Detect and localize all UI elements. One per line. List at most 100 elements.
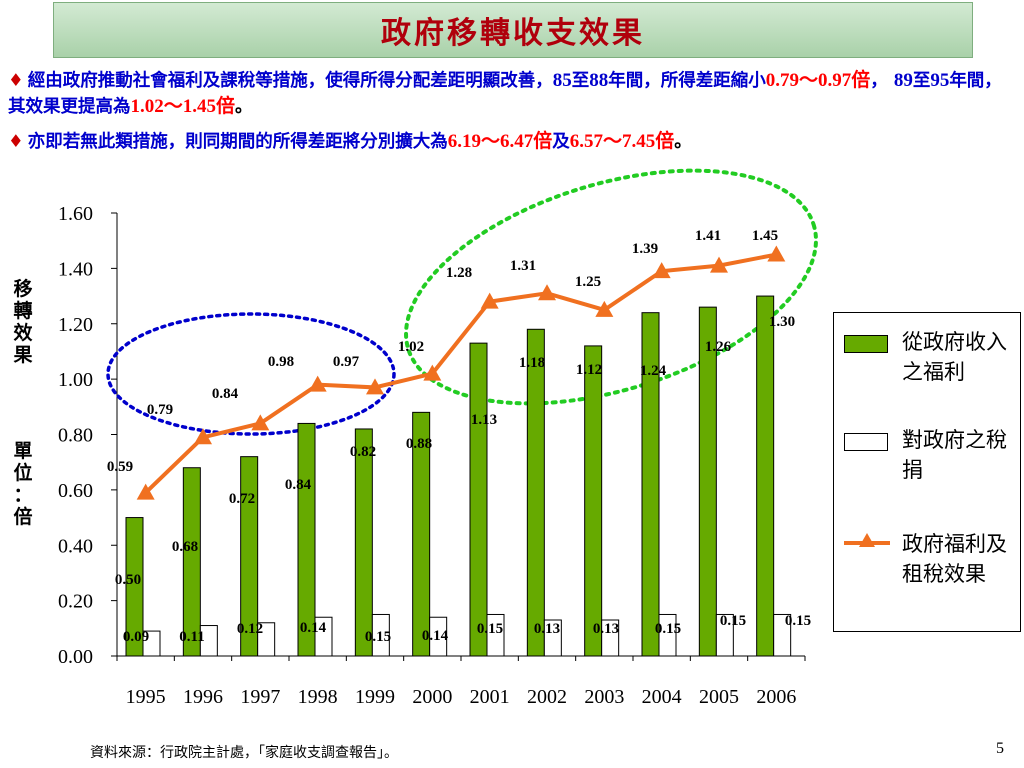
data-label-welfare: 1.13 <box>471 412 497 428</box>
data-label-welfare: 1.12 <box>576 362 602 378</box>
data-label-tax: 0.14 <box>422 628 449 644</box>
bullet-2-end: 。 <box>674 132 692 152</box>
data-label-tax: 0.14 <box>300 620 327 636</box>
bar-tax <box>715 613 734 657</box>
y-axis-label-top: 移 轉 效 果 <box>10 278 36 366</box>
x-tick-label: 1998 <box>298 686 338 708</box>
data-label-tax: 0.15 <box>655 621 681 637</box>
source-note: 資料來源：行政院主計處，「家庭收支調查報告」。 <box>90 745 398 761</box>
data-label-tax: 0.15 <box>365 629 391 645</box>
bar-welfare <box>641 312 660 657</box>
bullet-2-range-2: 6.57～7.45倍 <box>569 131 675 152</box>
bullet-1-text-2: 年間，所得差距縮小 <box>608 71 766 91</box>
legend-label: 對政府之稅捐 <box>902 428 1007 482</box>
bar-welfare <box>756 295 775 657</box>
x-tick-label: 2005 <box>699 686 739 708</box>
data-label-welfare: 1.26 <box>705 339 732 355</box>
bar-tax <box>199 625 218 657</box>
bar-tax <box>773 613 792 657</box>
y-tick-label: 1.20 <box>58 314 93 336</box>
y-axis-label-char: 位 <box>13 462 33 484</box>
x-tick-label: 2006 <box>756 686 796 708</box>
bar-tax <box>257 622 276 657</box>
data-label-effect: 1.02 <box>398 339 424 355</box>
bar-tax <box>371 613 390 657</box>
data-label-welfare: 0.68 <box>172 539 198 555</box>
legend-swatch-white <box>844 433 888 451</box>
y-tick-label: 1.60 <box>58 203 93 225</box>
y-axis-label-char: 單 <box>13 440 33 462</box>
data-label-effect: 0.84 <box>212 386 239 402</box>
title-bar: 政府移轉收支效果 <box>53 2 973 58</box>
line-marker <box>480 292 499 309</box>
y-tick-label: 1.00 <box>58 369 93 391</box>
x-tick-label: 2000 <box>412 686 452 708</box>
bullet-1-year-end-2: 95 <box>930 70 950 91</box>
bar-tax <box>658 613 677 657</box>
bullet-1-to: 至 <box>571 71 590 91</box>
bar-tax <box>314 616 333 657</box>
legend-label: 政府福利及租稅效果 <box>902 532 1007 586</box>
bullet-1-text: 經由政府推動社會福利及課稅等措施，使得所得分配差距明顯改善， <box>27 71 553 91</box>
line-marker <box>595 300 614 317</box>
line-marker <box>652 262 671 279</box>
y-axis-label-char: 果 <box>13 344 33 366</box>
data-label-tax: 0.13 <box>593 621 619 637</box>
line-marker <box>538 284 556 301</box>
bullet-1-to-2: 至 <box>912 71 931 91</box>
x-tick-label: 1995 <box>126 686 166 708</box>
annotation-ellipse-green <box>404 168 818 406</box>
data-label-tax: 0.13 <box>534 621 560 637</box>
x-tick-label: 1999 <box>355 686 395 708</box>
bar-welfare <box>125 517 144 657</box>
page-number: 5 <box>996 740 1004 757</box>
diamond-icon: ♦ <box>8 132 24 152</box>
y-tick-label: 0.20 <box>58 591 93 613</box>
data-label-tax: 0.15 <box>477 621 503 637</box>
data-label-welfare: 0.82 <box>350 444 376 460</box>
bullet-1-year-start-2: 89 <box>893 70 913 91</box>
data-label-welfare: 0.84 <box>285 477 312 493</box>
data-label-effect: 1.28 <box>446 265 472 281</box>
data-label-effect: 1.39 <box>632 241 658 257</box>
line-marker <box>136 483 155 500</box>
data-label-effect: 1.25 <box>575 274 601 290</box>
y-tick-label: 1.40 <box>58 258 93 280</box>
bar-welfare <box>469 342 488 657</box>
bar-welfare <box>182 467 201 657</box>
bar-tax <box>601 619 620 657</box>
data-label-welfare: 1.18 <box>519 355 545 371</box>
x-tick-label: 2002 <box>527 686 567 708</box>
data-label-tax: 0.15 <box>720 613 746 629</box>
bar-tax <box>543 619 562 657</box>
data-label-effect: 0.98 <box>268 354 294 370</box>
diamond-icon: ♦ <box>8 71 24 91</box>
legend-swatch-line <box>844 533 890 547</box>
data-label-effect: 0.59 <box>107 459 133 475</box>
data-label-effect: 1.41 <box>695 228 721 244</box>
data-label-tax: 0.09 <box>123 629 149 645</box>
bar-welfare <box>526 328 545 657</box>
data-label-welfare: 0.88 <box>406 436 432 452</box>
line-marker <box>423 364 442 381</box>
x-tick-label: 1996 <box>183 686 223 708</box>
chart-legend: 從政府收入之福利 對政府之稅捐 政府福利及租稅效果 <box>833 312 1021 632</box>
line-effect <box>144 252 777 495</box>
page-title: 政府移轉收支效果 <box>381 16 645 51</box>
y-axis-label-char: ： <box>13 484 33 506</box>
bullet-1-end: 。 <box>235 97 253 117</box>
data-label-tax: 0.11 <box>179 629 204 645</box>
bullet-1-range-2: 1.02～1.45倍 <box>130 96 236 117</box>
y-axis-label-bottom: 單 位 ： 倍 <box>10 440 36 528</box>
x-tick-label: 2003 <box>584 686 624 708</box>
data-label-welfare: 0.50 <box>115 572 141 588</box>
y-tick-label: 0.00 <box>58 646 93 668</box>
bullet-2: ♦ 亦即若無此類措施，則同期間的所得差距將分別擴大為6.19～6.47倍及6.57… <box>8 129 1018 155</box>
y-tick-label: 0.80 <box>58 425 93 447</box>
line-marker <box>366 378 384 395</box>
bar-tax <box>142 630 161 657</box>
bar-tax <box>486 613 505 657</box>
data-label-welfare: 0.72 <box>229 491 255 507</box>
legend-label: 從政府收入之福利 <box>902 330 1007 384</box>
line-marker <box>194 428 212 445</box>
